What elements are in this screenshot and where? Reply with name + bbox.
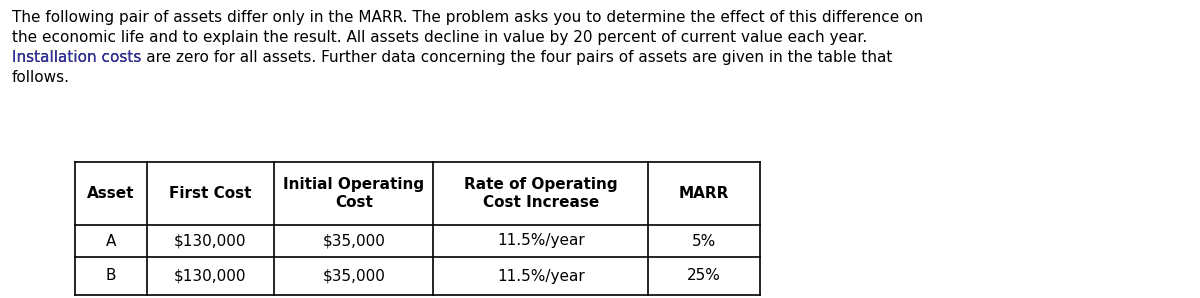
Text: $35,000: $35,000 (323, 268, 385, 283)
Text: First Cost: First Cost (169, 186, 252, 201)
Text: Initial Operating
Cost: Initial Operating Cost (283, 177, 425, 210)
Text: B: B (106, 268, 116, 283)
Text: Asset: Asset (88, 186, 134, 201)
Text: 25%: 25% (688, 268, 721, 283)
Text: A: A (106, 234, 116, 249)
Text: $35,000: $35,000 (323, 234, 385, 249)
Text: Installation costs: Installation costs (12, 50, 142, 65)
Text: $130,000: $130,000 (174, 268, 247, 283)
Text: 11.5%/year: 11.5%/year (497, 268, 584, 283)
Text: Installation costs are zero for all assets. Further data concerning the four pai: Installation costs are zero for all asse… (12, 50, 893, 65)
Text: 5%: 5% (692, 234, 716, 249)
Text: 11.5%/year: 11.5%/year (497, 234, 584, 249)
Text: Rate of Operating
Cost Increase: Rate of Operating Cost Increase (464, 177, 618, 210)
Text: The following pair of assets differ only in the MARR. The problem asks you to de: The following pair of assets differ only… (12, 10, 923, 25)
Text: $130,000: $130,000 (174, 234, 247, 249)
Text: the economic life and to explain the result. All assets decline in value by 20 p: the economic life and to explain the res… (12, 30, 868, 45)
Text: MARR: MARR (679, 186, 730, 201)
Text: follows.: follows. (12, 70, 70, 85)
